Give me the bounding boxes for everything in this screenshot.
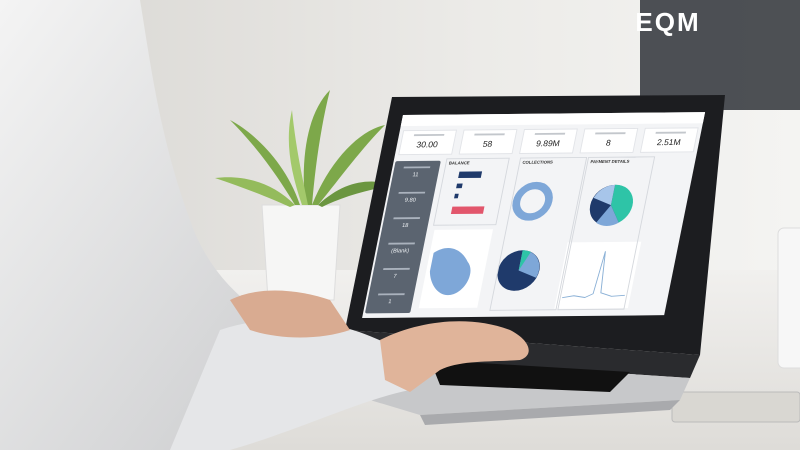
kpi-card [639, 127, 699, 153]
kpi-caption [595, 132, 626, 135]
kpi-caption [655, 131, 687, 134]
logo: EQM [635, 7, 700, 37]
map [429, 247, 471, 296]
kpi-card [519, 128, 578, 154]
mug [777, 227, 800, 369]
panel-title: PAYMENT DETAILS [590, 159, 630, 164]
line-chart [562, 251, 625, 299]
sidebar-caption [398, 191, 426, 194]
sidebar-value: 7 [393, 274, 397, 280]
sidebar-value: 9.80 [404, 198, 416, 204]
kpi-card [579, 127, 639, 154]
panel-title: BALANCE [448, 160, 470, 165]
kpi-value: 9.89M [535, 138, 561, 148]
toolbar [400, 112, 706, 127]
sidebar-value: 18 [401, 223, 408, 229]
kpi-value: 8 [605, 138, 612, 148]
kpi-caption [413, 133, 445, 137]
kpi-caption [474, 133, 505, 136]
person [0, 0, 529, 450]
notebook [671, 391, 800, 423]
plant [215, 90, 395, 301]
sidebar-caption [388, 242, 415, 245]
sidebar-value: (Blank) [390, 248, 409, 254]
donut [512, 181, 553, 221]
line-card [554, 241, 642, 309]
sidebar-caption [383, 267, 410, 270]
sidebar-caption [393, 217, 421, 220]
sidebar-caption [377, 293, 405, 296]
balance-bars [450, 171, 485, 215]
sidebar-value: 1 [388, 299, 392, 305]
kpi-value: 2.51M [656, 137, 682, 147]
kpi-card [398, 129, 458, 156]
panel [557, 156, 656, 311]
dashboard: 30.00 58 9.89M 8 2.51M 11 9.80 18 (Blank) 7 1 BALAN… [362, 112, 706, 319]
kpi-caption [534, 132, 566, 135]
pie-payment [589, 184, 634, 226]
sidebar-value: 11 [412, 172, 419, 178]
kpi-value: 30.00 [416, 139, 439, 149]
sidebar-caption [403, 166, 431, 169]
kpi-card [458, 129, 518, 155]
sidebar [365, 160, 441, 314]
panel [489, 157, 588, 311]
kpi-value: 58 [482, 139, 494, 149]
panel [432, 157, 510, 226]
pie-collections [497, 250, 540, 291]
window-frame [640, 0, 800, 110]
panel-title: COLLECTIONS [522, 160, 554, 165]
